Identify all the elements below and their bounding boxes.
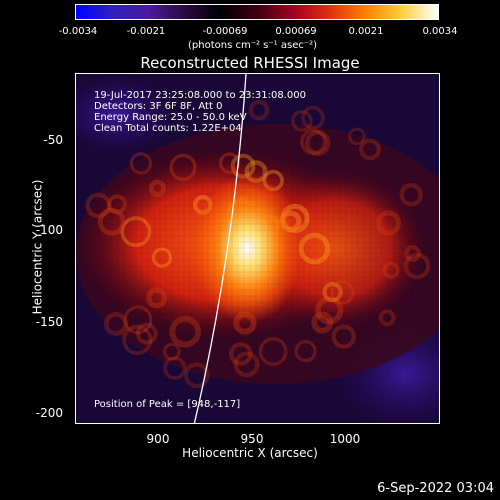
annotation-time: 19-Jul-2017 23:25:08.000 to 23:31:08.000: [94, 90, 306, 101]
colorbar-unit: (photons cm⁻² s⁻¹ asec⁻²): [188, 40, 318, 51]
y-axis-label: Heliocentric Y (arcsec): [30, 179, 45, 315]
timestamp: 6-Sep-2022 03:04: [377, 481, 494, 496]
plot-title: Reconstructed RHESSI Image: [140, 54, 360, 72]
y-tick-label: -50: [43, 133, 63, 147]
colorbar-tick: -0.0021: [126, 26, 166, 37]
colorbar-tick: -0.00069: [202, 26, 248, 37]
x-tick-label: 900: [146, 432, 170, 446]
colorbar-tick: 0.0021: [348, 26, 384, 37]
colorbar-tick: -0.0034: [58, 26, 98, 37]
annotation-peak: Position of Peak = [948,-117]: [94, 399, 241, 410]
colorbar: [75, 4, 439, 20]
y-tick-label: -100: [35, 223, 63, 237]
colorbar-tick: 0.0034: [422, 26, 458, 37]
y-tick-label: -200: [35, 406, 63, 420]
x-axis-label: Heliocentric X (arcsec): [182, 446, 318, 460]
annotation-clean: Clean Total counts: 1.22E+04: [94, 123, 242, 134]
colorbar-tick: 0.00069: [275, 26, 317, 37]
x-tick-label: 1000: [329, 432, 361, 446]
rhessi-image: [76, 74, 439, 423]
x-tick-label: 950: [240, 432, 264, 446]
annotation-detectors: Detectors: 3F 6F 8F, Att 0: [94, 101, 223, 112]
image-plot: 19-Jul-2017 23:25:08.000 to 23:31:08.000…: [75, 73, 440, 424]
solar-limb: [193, 74, 247, 423]
y-tick-label: -150: [35, 315, 63, 329]
annotation-energy: Energy Range: 25.0 - 50.0 keV: [94, 112, 247, 123]
